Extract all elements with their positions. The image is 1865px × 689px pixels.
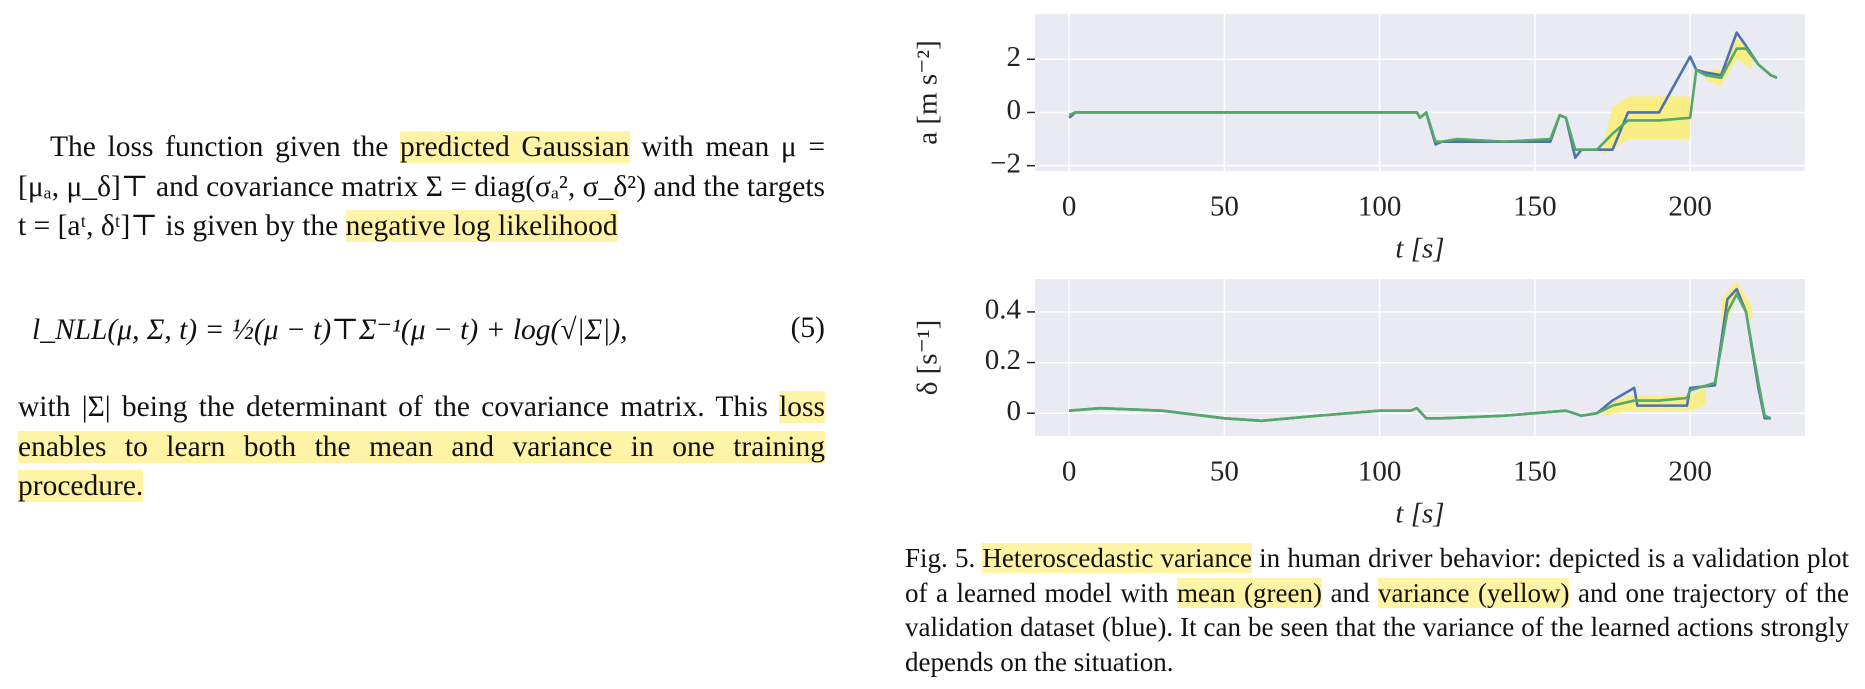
- y-tick-label: 0.2: [985, 344, 1021, 376]
- y-tick-label: −2: [990, 147, 1021, 179]
- x-tick-label: 150: [1513, 456, 1557, 488]
- x-tick-label: 200: [1668, 191, 1712, 223]
- text-run: with mean μ = [μₐ, μ_δ]⊤ and covariance …: [18, 131, 825, 242]
- text-run: in human driver behavior: depicted is a …: [905, 543, 1849, 608]
- text-run: and one trajectory of the validation dat…: [905, 577, 1849, 677]
- equation: l_NLL(μ, Σ, t) = ½(μ − t)⊤Σ⁻¹(μ − t) + l…: [18, 312, 825, 356]
- variance-band: [1603, 96, 1691, 156]
- paragraph: with |Σ| being the determinant of the co…: [18, 388, 825, 507]
- equation-text: l_NLL(μ, Σ, t) = ½(μ − t)⊤Σ⁻¹(μ − t) + l…: [32, 314, 628, 346]
- x-tick-label: 200: [1668, 456, 1712, 488]
- x-axis-label: t [s]: [1395, 498, 1444, 530]
- series-line: [1068, 47, 1778, 152]
- text-run: and: [1321, 577, 1379, 608]
- text-run: The loss function given the: [50, 131, 400, 163]
- y-tick-label: 0: [1007, 395, 1022, 427]
- highlighted-text: mean (green): [1177, 577, 1322, 608]
- variance-band: [1721, 281, 1753, 338]
- equation-number: (5): [790, 312, 825, 344]
- text-run: with |Σ| being the determinant of the co…: [18, 391, 780, 423]
- x-tick-label: 0: [1062, 191, 1077, 223]
- series-line: [1069, 292, 1772, 423]
- y-tick-label: 2: [1007, 41, 1022, 73]
- highlighted-text: negative log likelihood: [345, 210, 618, 242]
- figure-caption: Fig. 5. Heteroscedastic variance in huma…: [905, 541, 1849, 679]
- highlighted-text: variance (yellow): [1378, 577, 1570, 608]
- y-axis-label: a [m s⁻²]: [912, 40, 944, 145]
- x-tick-label: 100: [1358, 191, 1402, 223]
- x-tick-label: 100: [1358, 456, 1402, 488]
- x-tick-label: 150: [1513, 191, 1557, 223]
- x-tick-label: 0: [1062, 456, 1077, 488]
- highlighted-text: Heteroscedastic variance: [982, 543, 1252, 573]
- text-run: Fig. 5.: [905, 543, 983, 573]
- plot-background: [1035, 14, 1805, 171]
- paragraph: The loss function given the predicted Ga…: [18, 128, 825, 247]
- x-axis-label: t [s]: [1395, 233, 1444, 265]
- y-tick-label: 0.4: [985, 294, 1022, 326]
- y-tick-label: 0: [1007, 94, 1022, 126]
- y-axis-label: δ [s⁻¹]: [912, 320, 944, 396]
- highlighted-text: predicted Gaussian: [399, 131, 630, 163]
- x-tick-label: 50: [1210, 456, 1239, 488]
- x-tick-label: 50: [1210, 191, 1239, 223]
